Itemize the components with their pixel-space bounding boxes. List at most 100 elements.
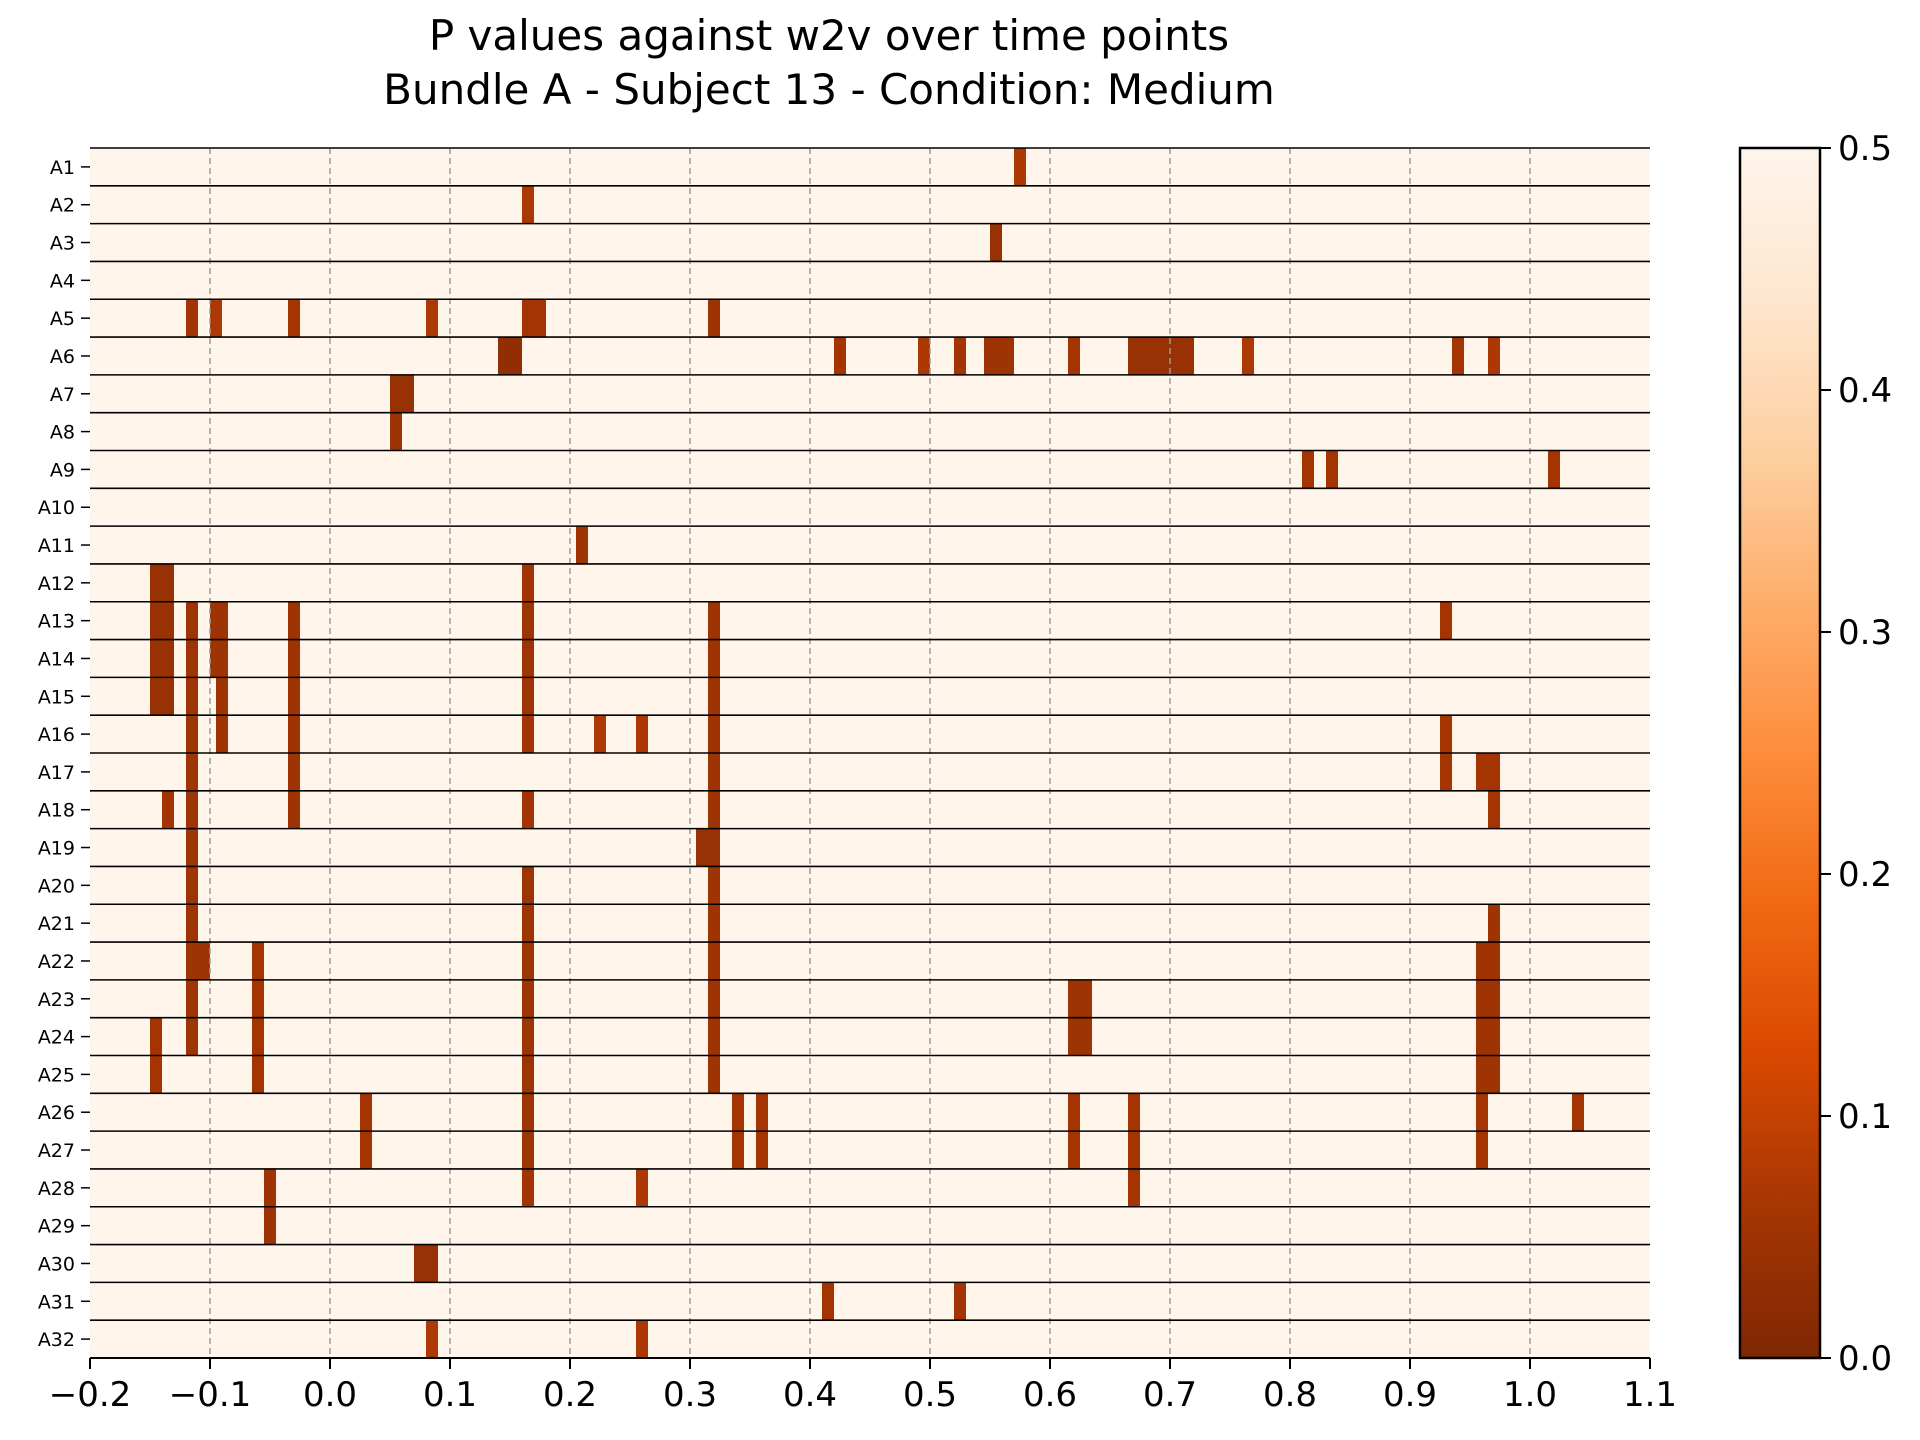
- heatmap-cell-A15: [150, 677, 174, 716]
- heatmap-cell-A16: [522, 715, 534, 753]
- heatmap-cell-A2: [522, 185, 534, 224]
- y-tick-label: A15: [38, 686, 75, 708]
- colorbar-tick-label: 0.5: [1838, 129, 1892, 169]
- heatmap-cell-A16: [186, 715, 198, 753]
- x-tick-label: −0.1: [169, 1375, 252, 1415]
- heatmap-cell-A20: [522, 866, 534, 905]
- heatmap-cell-A23: [1068, 979, 1092, 1018]
- heatmap-cell-A26: [1068, 1093, 1080, 1132]
- colorbar-tick-label: 0.4: [1838, 371, 1892, 411]
- heatmap-cell-A8: [390, 412, 402, 451]
- heatmap-cell-A9: [1548, 450, 1560, 489]
- x-tick-label: 0.6: [1023, 1375, 1077, 1415]
- heatmap-cell-A1: [1014, 148, 1026, 186]
- chart-subtitle: Bundle A - Subject 13 - Condition: Mediu…: [383, 65, 1275, 114]
- heatmap-cell-A26: [732, 1093, 744, 1132]
- heatmap-cell-A26: [360, 1093, 372, 1132]
- heatmap-cell-A17: [1476, 753, 1500, 791]
- y-tick-label: A2: [50, 195, 75, 217]
- heatmap-cell-A13: [522, 601, 534, 640]
- heatmap-cell-A32: [426, 1320, 438, 1358]
- heatmap-cell-A21: [522, 904, 534, 943]
- y-tick-label: A7: [50, 384, 75, 406]
- y-tick-label: A26: [38, 1102, 75, 1124]
- heatmap-cell-A26: [1128, 1093, 1140, 1132]
- heatmap-cell-A16: [708, 715, 720, 753]
- heatmap-cell-A23: [252, 979, 264, 1018]
- heatmap-cell-A23: [708, 979, 720, 1018]
- y-tick-label: A3: [50, 233, 75, 255]
- heatmap-cell-A16: [636, 715, 648, 753]
- colorbar-tick-label: 0.2: [1838, 855, 1892, 895]
- heatmap-cell-A14: [522, 639, 534, 678]
- heatmap-cell-A22: [186, 942, 210, 980]
- y-tick-label: A14: [38, 648, 75, 670]
- y-tick-label: A29: [38, 1216, 75, 1238]
- heatmap-cell-A28: [264, 1168, 276, 1207]
- colorbar-tick-label: 0.1: [1838, 1097, 1892, 1137]
- y-tick-label: A9: [50, 459, 75, 481]
- heatmap-cell-A18: [162, 790, 174, 829]
- y-tick-label: A18: [38, 800, 75, 822]
- heatmap-cell-A5: [426, 299, 438, 338]
- heatmap-cell-A23: [1476, 979, 1500, 1018]
- y-tick-label: A30: [38, 1253, 75, 1275]
- y-tick-label: A11: [38, 535, 75, 557]
- heatmap-cell-A24: [1476, 1017, 1500, 1056]
- heatmap-cell-A14: [288, 639, 300, 678]
- heatmap-cell-A5: [210, 299, 222, 338]
- heatmap-cell-A24: [186, 1017, 198, 1056]
- heatmap-cell-A6: [984, 337, 1014, 375]
- x-tick-label: 0.3: [663, 1375, 717, 1415]
- heatmap-cell-A25: [1476, 1055, 1500, 1094]
- heatmap-cell-A27: [732, 1131, 744, 1169]
- heatmap-cell-A25: [522, 1055, 534, 1094]
- heatmap-cell-A22: [708, 942, 720, 980]
- heatmap-cell-A26: [1572, 1093, 1584, 1132]
- y-tick-label: A28: [38, 1178, 75, 1200]
- heatmap-cell-A31: [822, 1282, 834, 1321]
- y-tick-label: A6: [50, 346, 75, 368]
- heatmap-cell-A26: [756, 1093, 768, 1132]
- heatmap-cell-A15: [216, 677, 228, 716]
- heatmap-cell-A18: [186, 790, 198, 829]
- heatmap-cell-A24: [522, 1017, 534, 1056]
- heatmap-cell-A19: [696, 828, 720, 867]
- heatmap-cell-A6: [1488, 337, 1500, 375]
- heatmap-cell-A6: [954, 337, 966, 375]
- heatmap-cell-A18: [522, 790, 534, 829]
- heatmap-cell-A23: [522, 979, 534, 1018]
- heatmap-cell-A18: [288, 790, 300, 829]
- heatmap-cell-A3: [990, 223, 1002, 262]
- x-tick-label: 1.1: [1623, 1375, 1677, 1415]
- heatmap-cell-A28: [1128, 1168, 1140, 1207]
- heatmap-cell-A30: [414, 1244, 438, 1283]
- heatmap-cell-A26: [522, 1093, 534, 1132]
- x-tick-label: 0.1: [423, 1375, 477, 1415]
- heatmap-cell-A20: [186, 866, 198, 905]
- x-tick-label: 0.0: [303, 1375, 357, 1415]
- heatmap-cell-A13: [210, 601, 228, 640]
- heatmap-cell-A15: [288, 677, 300, 716]
- heatmap-cell-A14: [186, 639, 198, 678]
- heatmap-cell-A18: [1488, 790, 1500, 829]
- heatmap-cell-A27: [522, 1131, 534, 1169]
- y-tick-label: A25: [38, 1064, 75, 1086]
- heatmap-cell-A25: [252, 1055, 264, 1094]
- heatmap-cell-A18: [708, 790, 720, 829]
- heatmap-cell-A25: [150, 1055, 162, 1094]
- heatmap-cell-A27: [756, 1131, 768, 1169]
- heatmap-cell-A13: [708, 601, 720, 640]
- heatmap-cell-A29: [264, 1206, 276, 1245]
- heatmap-cell-A20: [708, 866, 720, 905]
- heatmap-cell-A6: [498, 337, 522, 375]
- heatmap-cell-A16: [594, 715, 606, 753]
- heatmap-cell-A27: [1476, 1131, 1488, 1169]
- heatmap-cell-A5: [288, 299, 300, 338]
- y-tick-label: A5: [50, 308, 75, 330]
- heatmap-cell-A6: [834, 337, 846, 375]
- y-tick-label: A20: [38, 875, 75, 897]
- y-tick-label: A22: [38, 951, 75, 973]
- heatmap-cell-A16: [288, 715, 300, 753]
